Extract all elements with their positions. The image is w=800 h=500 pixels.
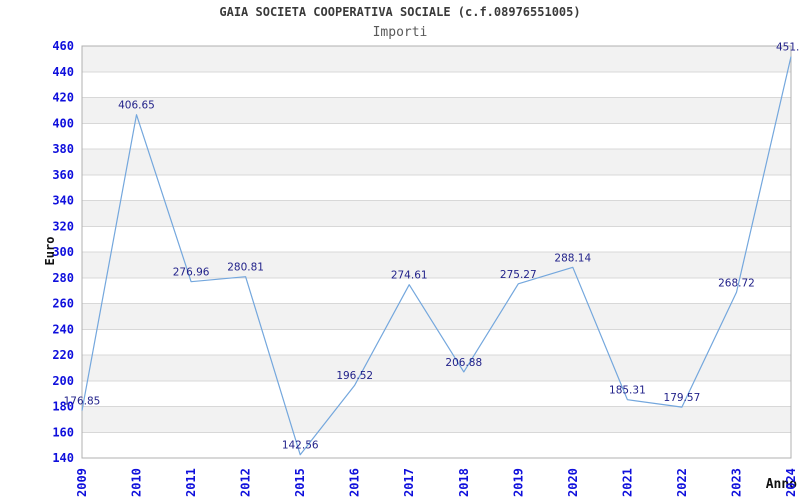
- x-axis-title: Anno: [765, 477, 797, 492]
- svg-text:2016: 2016: [348, 468, 362, 497]
- svg-text:179.57: 179.57: [664, 392, 701, 404]
- chart-subtitle: Importi: [372, 25, 428, 40]
- svg-text:196.52: 196.52: [336, 370, 373, 382]
- svg-text:160: 160: [52, 425, 74, 439]
- svg-text:2023: 2023: [729, 468, 743, 497]
- svg-text:2009: 2009: [75, 468, 89, 497]
- svg-text:451.8: 451.8: [776, 42, 800, 54]
- svg-text:240: 240: [52, 322, 74, 336]
- svg-text:260: 260: [52, 297, 74, 311]
- svg-text:420: 420: [52, 91, 74, 105]
- svg-text:300: 300: [52, 245, 74, 259]
- svg-text:280: 280: [52, 271, 74, 285]
- svg-text:340: 340: [52, 194, 74, 208]
- svg-text:2012: 2012: [239, 468, 253, 497]
- svg-text:276.96: 276.96: [173, 267, 210, 279]
- svg-text:380: 380: [52, 142, 74, 156]
- svg-text:320: 320: [52, 219, 74, 233]
- svg-text:268.72: 268.72: [718, 277, 755, 289]
- svg-text:2020: 2020: [566, 468, 580, 497]
- chart-title: GAIA SOCIETA COOPERATIVA SOCIALE (c.f.08…: [219, 5, 581, 19]
- svg-text:180: 180: [52, 400, 74, 414]
- svg-text:275.27: 275.27: [500, 269, 537, 281]
- svg-text:176.85: 176.85: [64, 396, 101, 408]
- svg-text:140: 140: [52, 451, 74, 465]
- svg-text:2018: 2018: [457, 468, 471, 497]
- svg-text:2011: 2011: [184, 468, 198, 497]
- svg-text:360: 360: [52, 168, 74, 182]
- svg-text:460: 460: [52, 39, 74, 53]
- svg-text:2024: 2024: [784, 468, 798, 497]
- svg-text:220: 220: [52, 348, 74, 362]
- svg-text:2019: 2019: [511, 468, 525, 497]
- svg-text:400: 400: [52, 116, 74, 130]
- svg-text:206.88: 206.88: [445, 357, 482, 369]
- svg-text:288.14: 288.14: [554, 252, 591, 264]
- svg-text:2022: 2022: [675, 468, 689, 497]
- svg-text:2010: 2010: [130, 468, 144, 497]
- svg-text:2021: 2021: [620, 468, 634, 497]
- svg-text:406.65: 406.65: [118, 100, 155, 112]
- svg-text:142.56: 142.56: [282, 440, 319, 452]
- svg-text:2015: 2015: [293, 468, 307, 497]
- svg-text:200: 200: [52, 374, 74, 388]
- svg-text:274.61: 274.61: [391, 270, 428, 282]
- svg-text:185.31: 185.31: [609, 385, 646, 397]
- svg-text:440: 440: [52, 65, 74, 79]
- svg-text:280.81: 280.81: [227, 262, 264, 274]
- svg-text:2017: 2017: [402, 468, 416, 497]
